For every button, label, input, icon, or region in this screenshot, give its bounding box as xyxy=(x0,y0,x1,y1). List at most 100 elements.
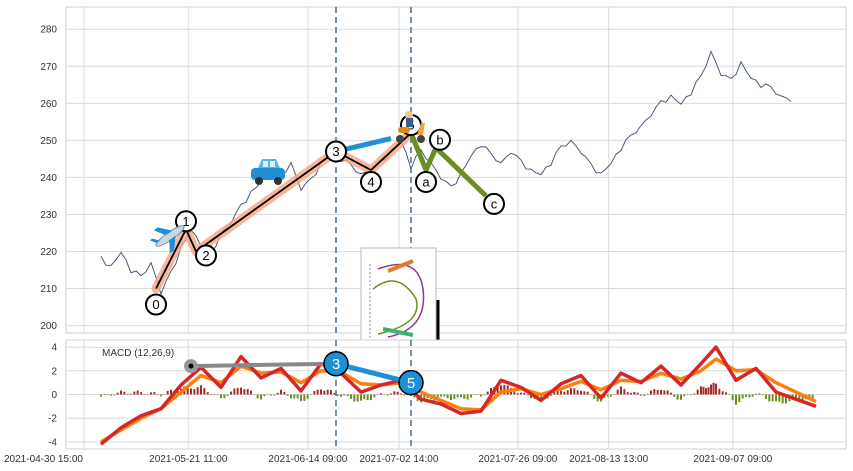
macd-histogram-bar xyxy=(660,389,662,395)
macd-histogram-bar xyxy=(536,394,539,398)
wave-label-2: 2 xyxy=(202,248,209,263)
macd-histogram-bar xyxy=(273,394,276,396)
macd-histogram-bar xyxy=(240,387,242,395)
macd-histogram-bar xyxy=(808,394,811,398)
wave-label-circle xyxy=(325,140,347,163)
macd-histogram-bar xyxy=(413,394,416,398)
wave-label-1: 1 xyxy=(182,214,189,229)
macd-histogram-bar xyxy=(320,389,322,395)
macd-histogram-bar xyxy=(486,391,489,395)
macd-histogram-bar xyxy=(781,394,784,404)
macd-histogram-bar xyxy=(326,389,329,395)
macd-histogram-bar xyxy=(673,394,676,397)
macd-histogram-bar xyxy=(700,386,702,395)
airplane-icon xyxy=(149,225,185,254)
macd-histogram-bar xyxy=(386,394,389,396)
macd-y-tick-label: -4 xyxy=(48,437,57,448)
macd-histogram-bar xyxy=(616,389,619,395)
macd-histogram-bar xyxy=(738,394,741,403)
macd-histogram-bar xyxy=(731,394,734,401)
macd-histogram-bar xyxy=(623,389,626,395)
x-tick-label: 2021-09-07 09:00 xyxy=(693,454,772,465)
macd-histogram-bar xyxy=(200,385,202,395)
macd-histogram-bar xyxy=(443,394,446,397)
macd-wave-marker-3: 3 xyxy=(332,356,340,373)
macd-histogram-bar xyxy=(646,393,649,395)
macd-histogram-bar xyxy=(156,394,159,395)
macd-histogram-bar xyxy=(390,393,392,395)
macd-histogram-bar xyxy=(186,386,189,395)
macd-histogram-bar xyxy=(563,391,566,395)
macd-histogram-bar xyxy=(758,393,761,395)
macd-label: MACD (12,26,9) xyxy=(102,348,174,359)
macd-y-tick-label: 2 xyxy=(51,366,57,377)
macd-histogram-bar xyxy=(366,394,369,401)
macd-histogram-bar xyxy=(775,394,777,402)
macd-histogram-bar xyxy=(130,393,132,395)
macd-histogram-bar xyxy=(583,391,586,395)
wave-label-0: 0 xyxy=(152,297,159,312)
wave-label-3: 3 xyxy=(332,144,339,159)
macd-wave-markers: 35 xyxy=(184,350,424,396)
macd-histogram-bar xyxy=(450,394,452,400)
macd-histogram-bar xyxy=(748,394,751,398)
macd-histogram-bar xyxy=(236,387,239,395)
macd-histogram-bar xyxy=(778,394,781,402)
macd-histogram-bar xyxy=(550,394,552,396)
macd-histogram-bar xyxy=(163,394,166,395)
macd-histogram-bar xyxy=(100,394,102,397)
macd-histogram-bar xyxy=(771,394,774,402)
wave-label-circle xyxy=(195,244,217,267)
macd-histogram-bar xyxy=(653,389,656,395)
macd-histogram-bar xyxy=(606,394,609,397)
macd-histogram-bar xyxy=(496,387,499,395)
macd-histogram-bar xyxy=(213,394,216,395)
macd-histogram-bar xyxy=(340,394,342,397)
macd-histogram-bar xyxy=(246,389,249,395)
macd-histogram-bar xyxy=(260,394,262,400)
macd-histogram-bar xyxy=(520,392,522,395)
macd-histogram-bar xyxy=(256,394,259,399)
price-grid xyxy=(66,7,846,333)
macd-line xyxy=(99,345,817,446)
macd-histogram-bar xyxy=(710,384,712,395)
wave-label-circle xyxy=(483,192,505,215)
macd-histogram-bar xyxy=(696,389,699,395)
macd-histogram-bar xyxy=(283,391,286,395)
macd-histogram-bar xyxy=(280,389,282,395)
macd-histogram-bar xyxy=(146,394,149,395)
x-axis: 2021-04-30 15:00 2021-05-21 11:00 2021-06-… xyxy=(4,454,773,465)
macd-histogram-bar xyxy=(590,394,592,395)
price-y-axis: 200 210 220 230 240 250 260 270 280 xyxy=(40,25,57,332)
macd-histogram-bar xyxy=(456,394,459,398)
macd-histogram-bar xyxy=(721,391,724,395)
price-y-tick-label: 270 xyxy=(40,62,57,73)
macd-histogram-bar xyxy=(745,394,747,397)
macd-histogram-bar xyxy=(663,390,666,395)
price-y-tick-label: 200 xyxy=(40,321,57,332)
macd-histogram-bar xyxy=(243,389,246,395)
macd-histogram-bar xyxy=(210,394,212,395)
macd-histogram-bar xyxy=(741,394,744,399)
macd-y-tick-label: 4 xyxy=(51,343,57,354)
macd-histogram-bar xyxy=(811,394,814,399)
macd-histogram-bar xyxy=(728,394,731,395)
macd-histogram-bar xyxy=(266,394,269,395)
macd-histogram-bar xyxy=(596,394,599,402)
roller-coaster-icon xyxy=(360,247,437,351)
macd-histogram-bar xyxy=(140,392,142,395)
macd-histogram-bar xyxy=(270,394,272,396)
macd-histogram-bar xyxy=(560,390,562,395)
macd-histogram-bar xyxy=(707,387,710,395)
macd-histogram-bar xyxy=(383,394,386,396)
macd-histogram-bar xyxy=(470,394,472,398)
macd-histogram-bar xyxy=(253,394,256,395)
price-y-tick-label: 260 xyxy=(40,99,57,110)
macd-histogram-bar xyxy=(650,390,652,395)
x-tick-label: 2021-06-14 09:00 xyxy=(268,454,347,465)
macd-histogram-bar xyxy=(403,394,406,396)
macd-histogram-bar xyxy=(586,391,589,395)
x-tick-label: 2021-07-02 14:00 xyxy=(359,454,438,465)
macd-histogram-bar xyxy=(250,390,252,395)
